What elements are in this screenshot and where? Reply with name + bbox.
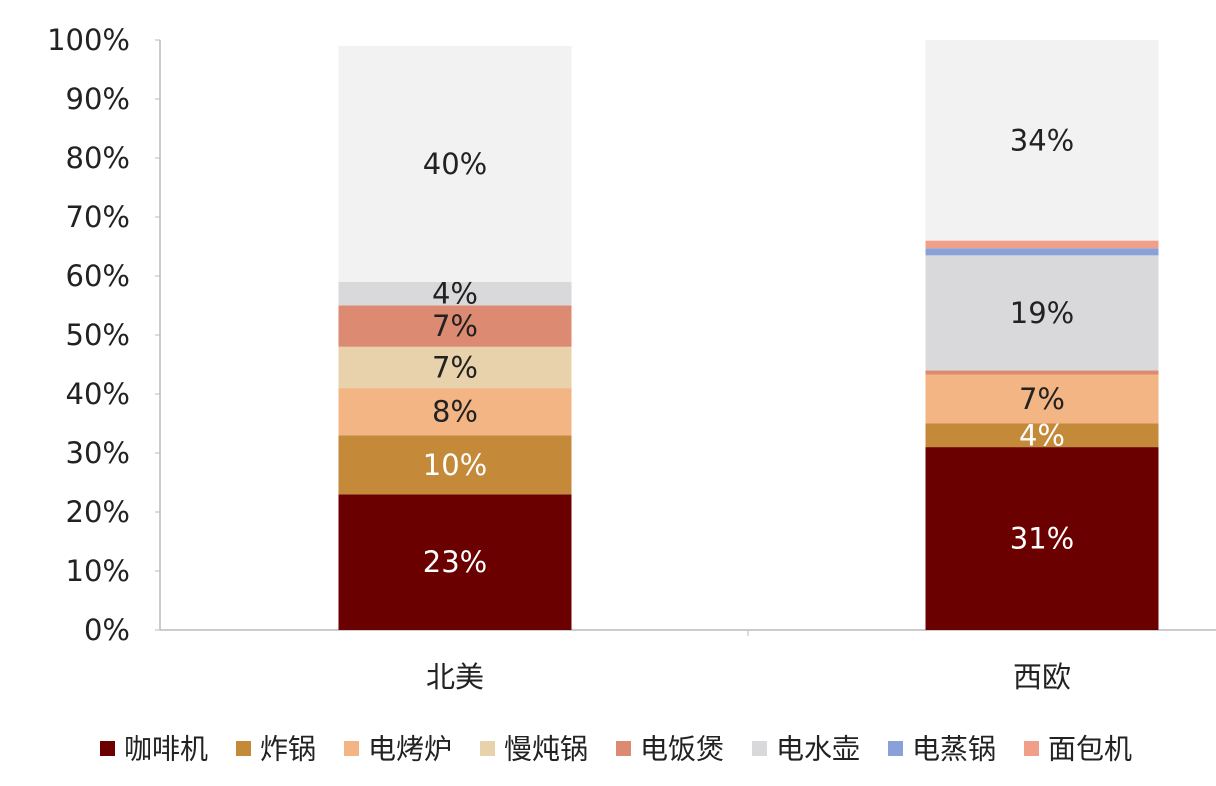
bar-segment — [338, 45, 572, 282]
legend-label: 电蒸锅 — [912, 733, 996, 766]
bar-segment — [925, 248, 1159, 256]
bar-segment — [338, 388, 572, 436]
legend-label: 炸锅 — [260, 733, 316, 766]
legend-label: 电烤炉 — [368, 733, 452, 766]
bar-segment — [338, 305, 572, 347]
legend-label: 电饭煲 — [640, 733, 724, 766]
legend-swatch — [236, 741, 251, 756]
data-label: 34% — [1010, 123, 1074, 157]
legend-label: 慢炖锅 — [504, 733, 588, 766]
legend-label: 咖啡机 — [124, 733, 208, 766]
x-tick-label: 北美 — [426, 660, 484, 694]
bar-segment — [338, 494, 572, 630]
data-label: 19% — [1010, 296, 1074, 330]
legend-swatch — [752, 741, 767, 756]
bar-segment — [925, 423, 1159, 448]
y-tick-label: 20% — [66, 495, 130, 529]
y-tick-label: 10% — [66, 554, 130, 588]
data-label: 7% — [432, 350, 478, 384]
bar-segment — [925, 447, 1159, 630]
data-label: 23% — [423, 545, 487, 579]
legend-swatch — [616, 741, 631, 756]
legend-label: 面包机 — [1048, 733, 1132, 766]
legend-swatch — [480, 741, 495, 756]
bar-segment — [925, 374, 1159, 424]
bar-segment — [925, 40, 1159, 241]
y-tick-label: 70% — [66, 200, 130, 234]
data-label: 4% — [1019, 418, 1065, 452]
data-label: 8% — [432, 395, 478, 429]
y-tick-label: 40% — [66, 377, 130, 411]
legend-swatch — [344, 741, 359, 756]
data-label: 7% — [1019, 382, 1065, 416]
bar-segment — [925, 240, 1159, 249]
bar-segment — [338, 435, 572, 495]
data-label: 10% — [423, 448, 487, 482]
legend-label: 电水壶 — [776, 733, 860, 766]
data-label: 4% — [432, 277, 478, 311]
data-label: 31% — [1010, 522, 1074, 556]
y-tick-label: 60% — [66, 259, 130, 293]
y-tick-label: 90% — [66, 82, 130, 116]
bar-segment — [338, 346, 572, 389]
y-tick-label: 80% — [66, 141, 130, 175]
data-label: 40% — [423, 147, 487, 181]
bar-segment — [925, 370, 1159, 375]
x-tick-label: 西欧 — [1013, 660, 1071, 694]
y-tick-label: 50% — [66, 318, 130, 352]
bar-segment — [925, 255, 1159, 371]
legend-swatch — [888, 741, 903, 756]
legend-swatch — [100, 741, 115, 756]
y-tick-label: 30% — [66, 436, 130, 470]
bar-segment — [338, 281, 572, 306]
data-label: 7% — [432, 309, 478, 343]
y-tick-label: 100% — [47, 23, 130, 57]
y-tick-label: 0% — [84, 613, 130, 647]
legend-swatch — [1024, 741, 1039, 756]
